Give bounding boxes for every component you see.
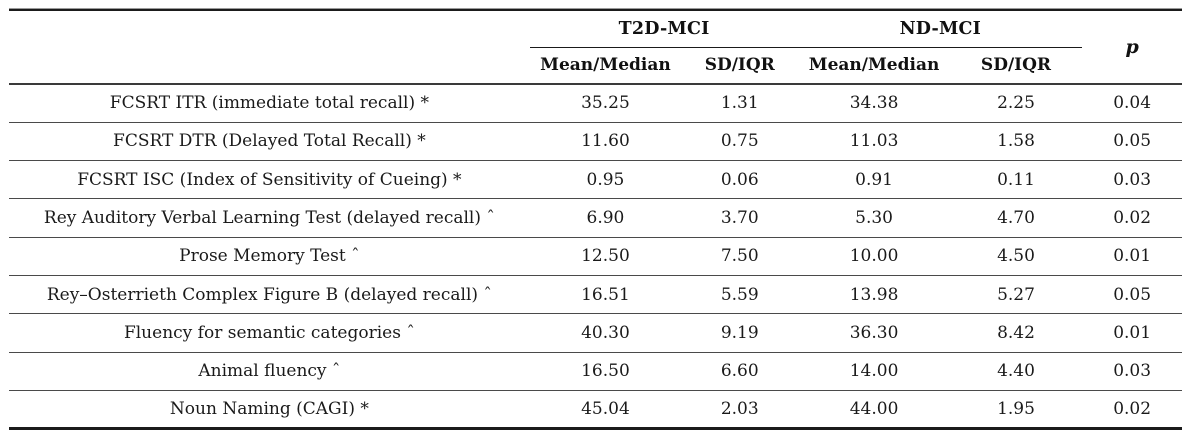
nd-sd-iqr-cell: 2.25 [997, 93, 1035, 114]
t2d-mean-median-cell: 11.60 [529, 121, 682, 161]
sub-header-row: Mean/Median SD/IQR Mean/Median SD/IQR [9, 47, 1182, 85]
table-row: Animal fluency ˆ 16.50 6.60 14.00 4.40 0.03 [9, 351, 1182, 391]
nd-mean-median-cell: 5.30 [798, 198, 950, 238]
table-row: Prose Memory Test ˆ 12.50 7.50 10.00 4.50 0.0… [9, 236, 1182, 276]
table-row: FCSRT DTR (Delayed Total Recall) * 11.60 0… [9, 121, 1182, 161]
nd-sd-iqr-cell: 8.42 [949, 313, 1083, 353]
nd-mean-median-cell: 36.30 [798, 313, 950, 353]
neuropsych-results-table: T2D-MCI ND-MCI p Mean/Median SD/IQR Mean… [9, 9, 1182, 431]
test-name-cell: FCSRT ISC (Index of Sensitivity of Cuein… [9, 160, 530, 199]
table-row: FCSRT ITR (immediate total recall) * 35.2… [9, 84, 1182, 122]
table-row: Noun Naming (CAGI) * 45.04 2.03 44.00 1.95 0.… [9, 389, 1182, 429]
t2d-mean-median-cell: 40.30 [529, 313, 682, 353]
test-name-cell: Noun Naming (CAGI) * [9, 389, 530, 429]
nd-sd-iqr-cell: 1.58 [949, 121, 1083, 161]
p-value-cell: 0.03 [1082, 160, 1182, 199]
table-row: Fluency for semantic categories ˆ 40.30 9.… [9, 313, 1182, 353]
p-value-cell: 0.01 [1082, 313, 1182, 353]
table-row: Rey Auditory Verbal Learning Test (delay… [9, 198, 1182, 238]
t2d-sd-iqr-cell: 7.50 [681, 236, 799, 276]
t2d-mean-median-cell: 6.90 [529, 198, 682, 238]
test-name-cell: FCSRT ITR (immediate total recall) * [109, 93, 429, 114]
t2d-sd-iqr-cell: 1.31 [720, 93, 759, 114]
t2d-mean-median-cell: 35.25 [581, 93, 630, 114]
nd-sd-iqr-cell: 5.27 [949, 274, 1083, 314]
t2d-sd-iqr-cell: 9.19 [681, 313, 799, 353]
t2d-mean-median-cell: 16.51 [529, 274, 682, 314]
test-name-cell: Animal fluency ˆ [9, 351, 530, 391]
t2d-mean-median-header: Mean/Median [529, 47, 682, 85]
nd-sd-iqr-cell: 4.40 [949, 351, 1083, 391]
group-header-nd-mci: ND-MCI [798, 10, 1083, 48]
nd-mean-median-cell: 14.00 [798, 351, 950, 391]
test-name-cell: Prose Memory Test ˆ [9, 236, 530, 276]
nd-mean-median-cell: 44.00 [798, 389, 950, 429]
p-value-cell: 0.05 [1082, 274, 1182, 314]
table-row: FCSRT ISC (Index of Sensitivity of Cuein… [9, 160, 1182, 199]
t2d-sd-iqr-cell: 0.06 [681, 160, 799, 199]
p-value-cell: 0.01 [1082, 236, 1182, 276]
test-name-cell: Fluency for semantic categories ˆ [9, 313, 530, 353]
t2d-mean-median-cell: 16.50 [529, 351, 682, 391]
test-name-cell: Rey–Osterrieth Complex Figure B (delayed… [9, 274, 530, 314]
t2d-sd-iqr-cell: 2.03 [681, 389, 799, 429]
nd-mean-median-cell: 34.38 [849, 93, 899, 114]
results-table-wrapper: T2D-MCI ND-MCI p Mean/Median SD/IQR Mean… [9, 8, 1182, 431]
p-value-column-header: p [1082, 10, 1182, 85]
t2d-mean-median-cell: 45.04 [529, 389, 682, 429]
nd-sd-iqr-cell: 1.95 [949, 389, 1083, 429]
table-row: Rey–Osterrieth Complex Figure B (delayed… [9, 274, 1182, 314]
test-name-cell: Rey Auditory Verbal Learning Test (delay… [9, 198, 530, 238]
nd-mean-median-cell: 0.91 [798, 160, 950, 199]
t2d-sd-iqr-header: SD/IQR [681, 47, 799, 85]
table-body: FCSRT ITR (immediate total recall) * 35.2… [9, 84, 1182, 429]
table-header: T2D-MCI ND-MCI p Mean/Median SD/IQR Mean… [9, 10, 1182, 85]
test-name-cell: FCSRT DTR (Delayed Total Recall) * [9, 121, 530, 161]
nd-mean-median-header: Mean/Median [798, 47, 950, 85]
t2d-mean-median-cell: 12.50 [529, 236, 682, 276]
p-value-cell: 0.04 [1113, 93, 1152, 114]
t2d-mean-median-cell: 0.95 [529, 160, 682, 199]
nd-sd-iqr-cell: 0.11 [949, 160, 1083, 199]
t2d-sd-iqr-cell: 0.75 [681, 121, 799, 161]
p-value-cell: 0.03 [1082, 351, 1182, 391]
test-name-column-header [9, 10, 530, 85]
p-value-cell: 0.02 [1082, 198, 1182, 238]
p-value-cell: 0.05 [1082, 121, 1182, 161]
nd-sd-iqr-cell: 4.50 [949, 236, 1083, 276]
nd-sd-iqr-header: SD/IQR [949, 47, 1083, 85]
nd-mean-median-cell: 10.00 [798, 236, 950, 276]
nd-sd-iqr-cell: 4.70 [949, 198, 1083, 238]
group-header-row: T2D-MCI ND-MCI p [9, 10, 1182, 85]
group-header-t2d-mci: T2D-MCI [529, 10, 799, 48]
p-value-cell: 0.02 [1082, 389, 1182, 429]
nd-mean-median-cell: 11.03 [798, 121, 950, 161]
t2d-sd-iqr-cell: 5.59 [681, 274, 799, 314]
nd-mean-median-cell: 13.98 [798, 274, 950, 314]
t2d-sd-iqr-cell: 6.60 [681, 351, 799, 391]
t2d-sd-iqr-cell: 3.70 [681, 198, 799, 238]
